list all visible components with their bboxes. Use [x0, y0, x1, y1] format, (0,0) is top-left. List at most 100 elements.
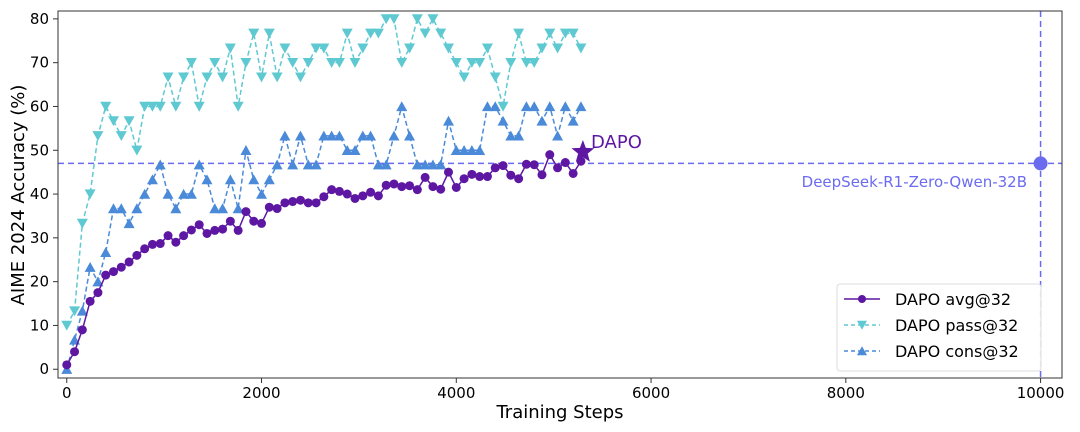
data-point [358, 191, 368, 201]
data-point [288, 197, 298, 207]
x-tick-label: 4000 [437, 384, 475, 402]
data-point [560, 158, 570, 168]
legend-label-avg: DAPO avg@32 [895, 290, 1011, 309]
reference-label: DeepSeek-R1-Zero-Qwen-32B [802, 173, 1027, 191]
data-point [224, 174, 236, 185]
data-point [559, 101, 571, 112]
y-tick-label: 10 [30, 316, 49, 334]
data-point [108, 203, 120, 214]
data-point [69, 306, 81, 317]
data-point [232, 101, 244, 112]
highlight-label: DAPO [591, 132, 642, 153]
data-point [536, 115, 548, 126]
data-point [201, 72, 213, 83]
data-point [466, 145, 478, 155]
data-point [271, 72, 283, 83]
data-point [559, 28, 571, 39]
data-point [459, 174, 469, 184]
data-point [467, 169, 477, 179]
data-point [529, 160, 539, 170]
data-point [249, 216, 259, 226]
data-point [193, 101, 205, 112]
data-point [505, 130, 517, 141]
data-point [131, 145, 143, 156]
data-point [256, 72, 268, 83]
data-point [380, 159, 392, 170]
x-tick-label: 2000 [242, 384, 280, 402]
data-point [552, 130, 564, 141]
data-point [186, 225, 196, 235]
data-point [179, 231, 189, 241]
data-point [264, 202, 274, 212]
data-point [178, 188, 190, 199]
data-point [123, 116, 135, 127]
data-point [396, 101, 408, 112]
data-point [396, 58, 408, 68]
legend-box [836, 283, 1042, 372]
data-point [194, 220, 204, 230]
data-point [490, 163, 500, 173]
data-point [365, 28, 377, 39]
data-point [185, 58, 197, 68]
data-point [287, 159, 299, 170]
data-point [436, 184, 446, 194]
data-point [450, 145, 462, 155]
data-point [139, 188, 151, 199]
data-point [218, 224, 228, 234]
data-point [411, 14, 423, 25]
data-point [225, 216, 235, 226]
data-point [333, 58, 345, 68]
data-point [545, 150, 555, 160]
data-point [489, 101, 501, 112]
y-tick-label: 50 [30, 141, 49, 159]
data-point [435, 28, 447, 39]
data-point [475, 172, 485, 182]
data-point [155, 239, 165, 249]
data-point [435, 159, 447, 170]
data-point [466, 58, 478, 68]
data-point [544, 28, 556, 39]
y-tick-label: 70 [30, 54, 49, 72]
data-point [271, 159, 283, 170]
data-point [481, 101, 493, 112]
data-point [357, 130, 369, 141]
data-point [567, 115, 579, 126]
data-point [350, 193, 360, 203]
data-point [318, 43, 330, 54]
data-point [528, 58, 540, 68]
data-point [279, 130, 291, 141]
data-point [217, 203, 229, 214]
data-point [178, 72, 190, 83]
data-point [553, 163, 563, 173]
data-point [61, 320, 73, 331]
data-point [341, 28, 353, 39]
data-point [302, 58, 314, 68]
legend: DAPO avg@32 DAPO pass@32 DAPO cons@32 [836, 283, 1042, 372]
data-point [427, 14, 439, 25]
data-point [333, 130, 345, 141]
data-point [92, 131, 104, 142]
data-point [140, 244, 150, 254]
data-point [76, 218, 88, 229]
data-point [302, 159, 314, 170]
data-point [109, 267, 119, 277]
data-point [405, 181, 415, 191]
y-tick-label: 0 [39, 360, 49, 378]
data-point [575, 43, 587, 54]
legend-marker-2 [857, 346, 867, 356]
x-tick-label: 10000 [1017, 384, 1065, 402]
legend-label-pass: DAPO pass@32 [895, 316, 1018, 335]
data-point [257, 218, 267, 228]
data-point [412, 185, 422, 195]
y-tick-label: 40 [30, 185, 49, 203]
data-point [272, 204, 282, 214]
data-point [77, 325, 87, 335]
data-point [349, 58, 361, 68]
data-point [419, 28, 431, 39]
data-point [295, 195, 305, 205]
data-point [115, 203, 127, 214]
data-point [84, 261, 96, 272]
y-tick-label: 30 [30, 229, 49, 247]
data-point [366, 187, 376, 197]
